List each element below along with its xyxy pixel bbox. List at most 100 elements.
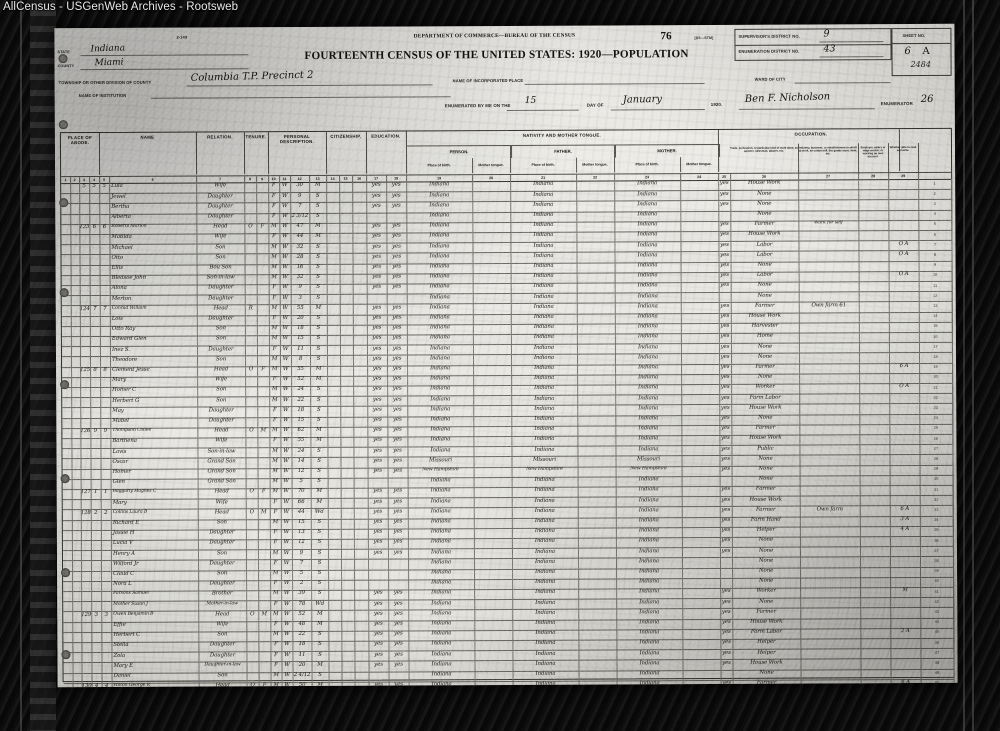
cell-text: Indiana xyxy=(535,650,556,657)
cell-mt2 xyxy=(576,200,616,212)
cell-ind xyxy=(799,434,861,445)
cell-text: Indiana xyxy=(638,374,659,381)
cell-birth: Indiana xyxy=(407,425,475,437)
cell-lineno: 25 xyxy=(919,423,954,434)
cell-text: Indiana xyxy=(431,650,452,657)
cell-text: 15 xyxy=(297,335,304,342)
cell-text: 7 xyxy=(103,305,107,312)
cell-write xyxy=(386,212,408,223)
cell-text: 13 xyxy=(298,529,305,536)
cell-text: 48 xyxy=(298,620,306,628)
cell-mt2 xyxy=(577,415,617,426)
cell-read xyxy=(366,293,388,305)
cell-rw xyxy=(888,352,921,363)
cell-read: yes xyxy=(368,650,390,662)
cell-ind xyxy=(799,475,861,486)
cell-read: yes xyxy=(368,620,390,631)
cell-mt2 xyxy=(576,313,616,324)
cell-text: Indiana xyxy=(637,272,658,279)
cell-text: Bertha xyxy=(111,203,130,210)
cell-nat2 xyxy=(341,650,356,662)
cell-mt1 xyxy=(473,456,513,467)
cell-marital: S xyxy=(309,345,328,356)
punch-hole xyxy=(58,54,68,64)
cell-marital: S xyxy=(309,192,328,203)
cell-text: S xyxy=(317,447,321,454)
cell-mbirth: Indiana xyxy=(616,679,684,688)
cell-text: Mary xyxy=(112,377,127,384)
cell-occ: None xyxy=(731,465,801,476)
cell-nat2 xyxy=(340,365,355,376)
cell-text: M xyxy=(315,376,322,383)
row-line-number: 19 xyxy=(933,364,938,370)
cell-emp xyxy=(859,454,891,465)
cell-text: Homer C xyxy=(112,387,137,394)
cell-text: Labor xyxy=(756,271,773,278)
cell-rw: 4 A xyxy=(889,525,921,537)
cell-mbirth: Indiana xyxy=(615,557,684,569)
row-line-number: 4 xyxy=(933,211,936,217)
cell-text: Daughter xyxy=(209,651,236,659)
cell-emp xyxy=(858,189,890,200)
cell-text: W xyxy=(282,396,289,403)
cell-nat2 xyxy=(341,579,356,590)
cell-marital: M xyxy=(310,436,329,448)
cell-mt1 xyxy=(473,405,513,416)
cell-rw xyxy=(889,393,921,404)
cell-text: Indiana xyxy=(638,364,659,371)
margin-line-number: 29 xyxy=(952,419,957,424)
cell-emp xyxy=(859,546,891,557)
row-line-number: 6 xyxy=(933,231,937,237)
cell-text: None xyxy=(757,373,773,380)
cell-nat3 xyxy=(353,559,370,570)
cell-text: New Hampshire xyxy=(630,466,667,472)
cell-text: yes xyxy=(721,618,731,625)
cell-mt1 xyxy=(473,527,513,539)
cell-mbirth: Indiana xyxy=(614,231,682,242)
cell-nat1 xyxy=(327,406,342,417)
margin-line-number: 45 xyxy=(953,583,957,588)
cell-occ: House Work xyxy=(730,179,800,191)
cell-text: Indiana xyxy=(431,681,452,688)
cell-marital: S xyxy=(309,294,328,305)
margin-line-number: 5 xyxy=(951,175,957,180)
cell-text: M xyxy=(272,549,279,556)
cell-text: 11 xyxy=(298,651,306,658)
cell-nat2 xyxy=(340,467,355,478)
cell-mt3 xyxy=(680,210,720,221)
cell-mbirth: Indiana xyxy=(616,588,684,599)
column-group-label: NATIVITY AND MOTHER TONGUE. xyxy=(522,132,601,138)
cell-text: S xyxy=(318,641,322,648)
cell-text: Indiana xyxy=(534,446,555,453)
cell-mbirth: Indiana xyxy=(615,404,683,416)
cell-age: 55 xyxy=(291,436,312,448)
cell-relation: Head xyxy=(197,488,247,499)
cell-ind xyxy=(799,546,861,557)
cell-text: Homer xyxy=(112,468,131,475)
cell-name: Edward Glen xyxy=(109,335,198,347)
cell-mbirth: Indiana xyxy=(614,241,682,252)
cell-fbirth: Indiana xyxy=(511,374,579,385)
cell-text: yes xyxy=(374,681,383,688)
cell-name: Herbert C xyxy=(111,631,200,642)
cell-text: Indiana xyxy=(637,262,658,269)
cell-mbirth: Indiana xyxy=(615,445,683,456)
cell-emp xyxy=(858,250,890,261)
cell-text: W xyxy=(283,570,290,577)
cell-text: yes xyxy=(372,233,381,240)
cell-text: Indiana xyxy=(534,476,555,484)
cell-read xyxy=(367,558,390,570)
enumerator-signature: Ben F. Nicholson xyxy=(744,91,831,105)
cell-text: W xyxy=(283,559,290,566)
margin-line-number: 20 xyxy=(952,328,958,333)
cell-lineno: 5 xyxy=(918,219,953,230)
cell-nat3 xyxy=(352,242,368,254)
cell-mbirth: Indiana xyxy=(614,312,682,324)
cell-mt3 xyxy=(680,241,720,252)
cell-birth: Indiana xyxy=(406,221,474,233)
cell-fbirth: Indiana xyxy=(512,680,580,688)
cell-fbirth: Indiana xyxy=(511,486,579,498)
cell-mt3 xyxy=(680,179,720,191)
cell-read: yes xyxy=(367,467,389,478)
cell-relation: Daughter-in-law xyxy=(198,661,248,673)
